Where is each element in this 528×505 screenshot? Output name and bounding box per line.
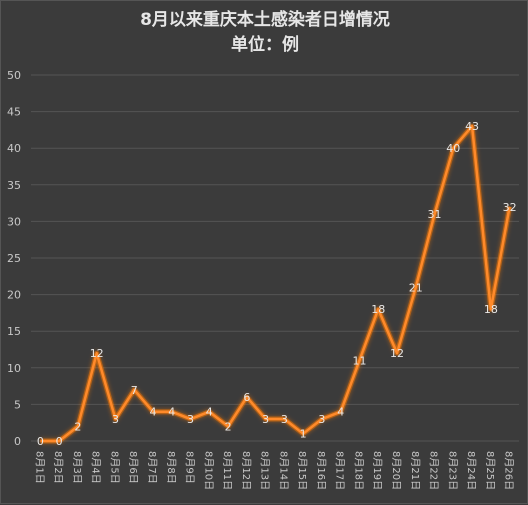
- data-label: 6: [243, 391, 250, 404]
- x-tick-label: 8月3日: [71, 451, 83, 484]
- data-label: 2: [74, 420, 81, 433]
- y-tick-label: 15: [7, 325, 21, 338]
- x-tick-label: 8月16日: [315, 451, 327, 490]
- x-tick-label: 8月24日: [465, 451, 477, 490]
- y-tick-label: 35: [7, 179, 21, 192]
- data-label: 0: [37, 435, 44, 448]
- x-tick-label: 8月19日: [371, 451, 383, 490]
- y-tick-label: 20: [7, 289, 21, 302]
- data-label: 21: [409, 281, 423, 294]
- x-tick-label: 8月21日: [409, 451, 421, 490]
- y-tick-label: 30: [7, 215, 21, 228]
- y-tick-label: 0: [14, 435, 21, 448]
- data-label: 31: [428, 208, 442, 221]
- x-axis-ticks: 8月1日 8月2日 8月3日 8月4日 8月5日 8月6日 8月7日 8月8日 8月9日 8月10…: [33, 451, 514, 490]
- x-tick-label: 8月11日: [221, 451, 233, 490]
- y-tick-label: 25: [7, 252, 21, 265]
- x-tick-label: 8月23日: [446, 451, 458, 490]
- data-label: 4: [206, 406, 213, 419]
- data-label: 32: [503, 201, 517, 214]
- series-line-layer: [40, 123, 513, 444]
- x-tick-label: 8月17日: [334, 451, 346, 490]
- y-axis-ticks: 0 5 10 15 20 25 30 35 40 45 50: [7, 69, 21, 448]
- y-tick-label: 40: [7, 142, 21, 155]
- x-tick-label: 8月18日: [352, 451, 364, 490]
- data-label: 3: [112, 413, 119, 426]
- x-tick-label: 8月5日: [108, 451, 120, 484]
- x-tick-label: 8月13日: [259, 451, 271, 490]
- data-label: 40: [446, 142, 460, 155]
- data-label: 4: [150, 406, 157, 419]
- x-tick-label: 8月10日: [202, 451, 214, 490]
- data-label: 18: [371, 303, 385, 316]
- y-tick-label: 45: [7, 106, 21, 119]
- data-label: 3: [281, 413, 288, 426]
- x-tick-label: 8月25日: [484, 451, 496, 490]
- chart-title: 8月以来重庆本土感染者日增情况: [140, 10, 390, 30]
- data-label: 7: [131, 384, 138, 397]
- data-label: 43: [465, 120, 479, 133]
- data-label: 3: [318, 413, 325, 426]
- data-label: 4: [337, 406, 344, 419]
- x-tick-label: 8月2日: [52, 451, 64, 484]
- data-label: 11: [352, 354, 366, 367]
- series-line: [40, 124, 511, 443]
- data-label: 1: [300, 428, 307, 441]
- data-label: 18: [484, 303, 498, 316]
- x-tick-label: 8月26日: [503, 451, 515, 490]
- x-tick-label: 8月15日: [296, 451, 308, 490]
- data-label: 3: [187, 413, 194, 426]
- y-tick-label: 50: [7, 69, 21, 82]
- data-label: 12: [90, 347, 104, 360]
- x-tick-label: 8月9日: [184, 451, 196, 484]
- data-label: 0: [56, 435, 63, 448]
- y-tick-label: 5: [14, 398, 21, 411]
- data-label: 4: [168, 406, 175, 419]
- x-tick-label: 8月7日: [146, 451, 158, 484]
- x-tick-label: 8月20日: [390, 451, 402, 490]
- x-tick-label: 8月22日: [428, 451, 440, 490]
- data-label: 12: [390, 347, 404, 360]
- x-tick-label: 8月14日: [277, 451, 289, 490]
- x-tick-label: 8月12日: [240, 451, 252, 490]
- data-label: 3: [262, 413, 269, 426]
- data-label: 2: [225, 420, 232, 433]
- x-tick-label: 8月1日: [33, 451, 45, 484]
- x-tick-label: 8月4日: [90, 451, 102, 484]
- x-tick-label: 8月6日: [127, 451, 139, 484]
- chart-subtitle: 单位：例: [231, 35, 299, 55]
- y-tick-label: 10: [7, 362, 21, 375]
- series-line-glow: [40, 123, 513, 444]
- x-tick-label: 8月8日: [165, 451, 177, 484]
